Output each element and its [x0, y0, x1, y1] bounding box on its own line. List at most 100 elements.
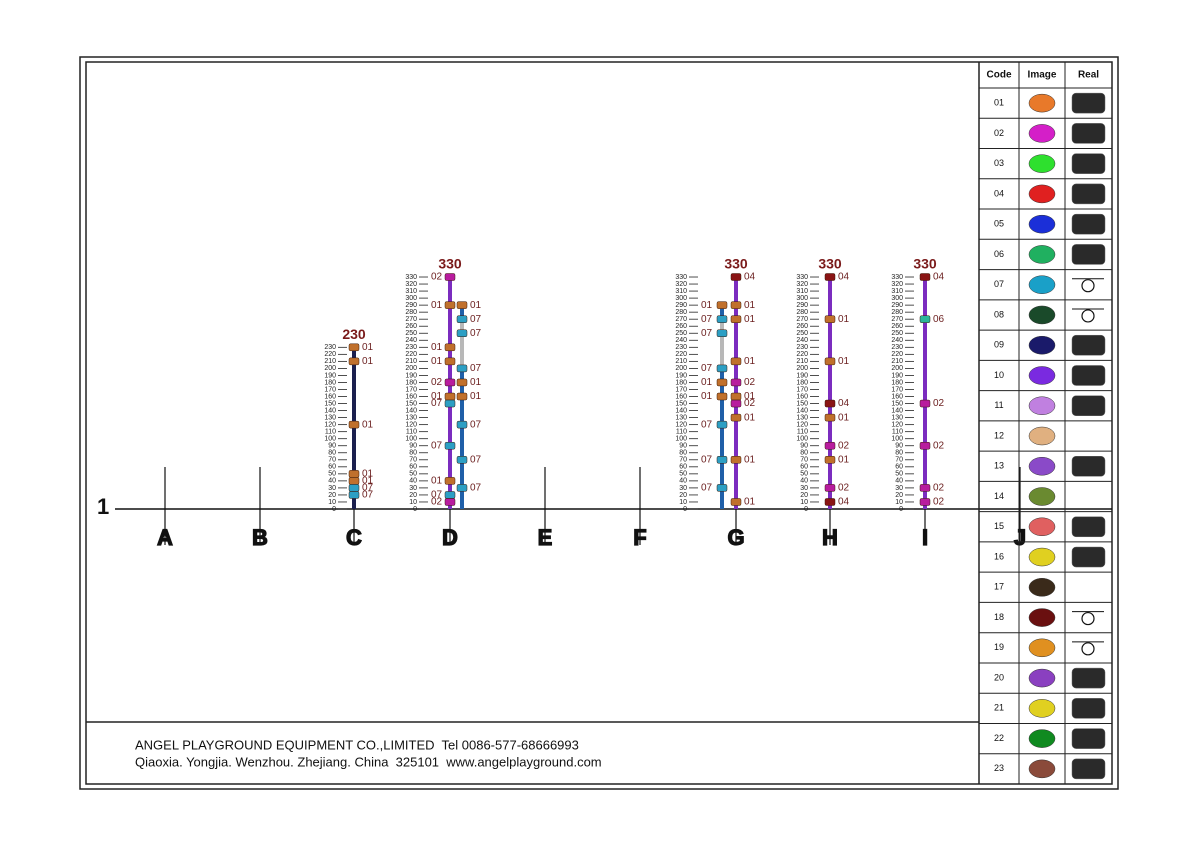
fitting: [919, 273, 931, 281]
scale-tick-label: 290: [796, 302, 808, 309]
table-code-cell: 16: [994, 551, 1004, 561]
scale-tick-label: 310: [796, 288, 808, 295]
table-code-cell: 19: [994, 642, 1004, 652]
real-photo: [1071, 698, 1106, 719]
scale-tick-label: 170: [675, 386, 687, 393]
fitting-code-label: 07: [470, 363, 482, 374]
outer-frame: [79, 56, 1119, 790]
fitting: [730, 392, 742, 401]
scale-tick-label: 240: [405, 337, 417, 344]
fitting: [456, 420, 468, 429]
scale-tick-label: 10: [895, 499, 903, 506]
scale-tick-label: 10: [800, 499, 808, 506]
fitting-code-label: 01: [431, 356, 443, 367]
scale-tick-label: 110: [797, 429, 808, 436]
fitting-code-label: 02: [431, 377, 443, 388]
fitting-image: [1028, 366, 1056, 385]
scale-tick-label: 30: [800, 485, 808, 492]
scale-tick-label: 280: [675, 309, 687, 316]
fitting-image: [1028, 608, 1056, 627]
scale-tick-label: 20: [679, 492, 687, 499]
fitting-code-label: 01: [431, 391, 443, 402]
grid-column-label: B: [252, 525, 268, 550]
scale-tick-label: 90: [409, 443, 417, 450]
fitting-code-label: 01: [838, 314, 850, 325]
scale-tick-label: 300: [796, 295, 808, 302]
scale-tick-label: 230: [324, 344, 336, 351]
scale-tick-label: 200: [405, 365, 417, 372]
real-photo: [1071, 92, 1106, 114]
scale-tick-label: 270: [796, 316, 808, 323]
fitting: [824, 498, 836, 506]
scale-tick-label: 40: [895, 478, 903, 485]
scale-tick-label: 150: [891, 400, 903, 407]
scale-tick-label: 80: [328, 450, 336, 457]
fitting: [456, 392, 468, 401]
scale-tick-label: 60: [409, 464, 417, 471]
scale-tick-label: 260: [796, 323, 808, 330]
scale-tick-label: 120: [891, 421, 903, 428]
fitting: [444, 399, 456, 408]
fitting-code-label: 01: [470, 377, 482, 388]
fitting: [730, 399, 742, 408]
scale-tick-label: 90: [895, 443, 903, 450]
fitting: [716, 301, 728, 309]
fitting-code-label: 01: [744, 412, 756, 423]
real-photo: [1071, 244, 1106, 265]
fitting-code-label: 04: [838, 497, 850, 508]
table-code-cell: 10: [994, 370, 1004, 380]
fitting: [716, 329, 728, 337]
fitting: [824, 399, 836, 408]
fitting: [348, 357, 360, 366]
scale-tick-label: 330: [796, 274, 808, 281]
scale-tick-label: 330: [405, 274, 417, 281]
post-height-label: 330: [818, 256, 842, 272]
fitting: [444, 441, 456, 450]
scale-tick-label: 200: [675, 365, 687, 372]
real-photo: [1071, 183, 1106, 205]
real-symbol: [1081, 279, 1095, 293]
table-code-cell: 22: [994, 733, 1004, 743]
fitting: [444, 477, 456, 485]
fitting-code-label: 01: [701, 391, 713, 402]
scale-tick-label: 280: [405, 309, 417, 316]
footer-company: ANGEL PLAYGROUND EQUIPMENT CO.,LIMITED T…: [135, 737, 579, 752]
fitting-image: [1028, 668, 1056, 688]
scale-tick-label: 280: [796, 309, 808, 316]
scale-tick-label: 100: [405, 436, 417, 443]
fitting-image: [1028, 759, 1056, 779]
fitting: [348, 343, 360, 352]
scale-tick-label: 220: [405, 351, 417, 358]
table-code-cell: 14: [994, 491, 1004, 501]
fitting-code-label: 01: [431, 342, 443, 353]
scale-tick-label: 210: [405, 358, 417, 365]
post-height-label: 230: [342, 326, 366, 342]
scale-tick-label: 150: [675, 400, 687, 407]
fitting: [348, 491, 360, 499]
fitting-code-label: 04: [933, 272, 945, 283]
table-code-cell: 06: [994, 249, 1004, 259]
fitting-code-label: 01: [362, 342, 374, 353]
fitting-code-label: 01: [431, 300, 443, 311]
fitting-code-label: 07: [362, 490, 374, 501]
fitting-code-label: 07: [701, 419, 713, 430]
scale-tick-label: 250: [796, 330, 808, 337]
fitting: [730, 413, 742, 422]
fitting-code-label: 02: [933, 398, 945, 409]
table-header-cell: Code: [987, 70, 1012, 81]
fitting: [919, 498, 931, 506]
fitting: [456, 364, 468, 373]
real-photo: [1071, 728, 1106, 749]
fitting-image: [1028, 396, 1056, 415]
fitting-code-label: 07: [701, 454, 713, 465]
scale-tick-label: 30: [895, 485, 903, 492]
fitting-code-label: 07: [431, 490, 443, 501]
fitting-image: [1028, 426, 1056, 446]
scale-tick-label: 200: [324, 365, 336, 372]
fitting: [730, 315, 742, 323]
scale-tick-label: 70: [895, 457, 903, 464]
scale-tick-label: 130: [405, 414, 417, 421]
fitting-code-label: 01: [744, 497, 756, 508]
fitting-code-label: 02: [744, 398, 756, 409]
fitting-image: [1028, 154, 1056, 173]
